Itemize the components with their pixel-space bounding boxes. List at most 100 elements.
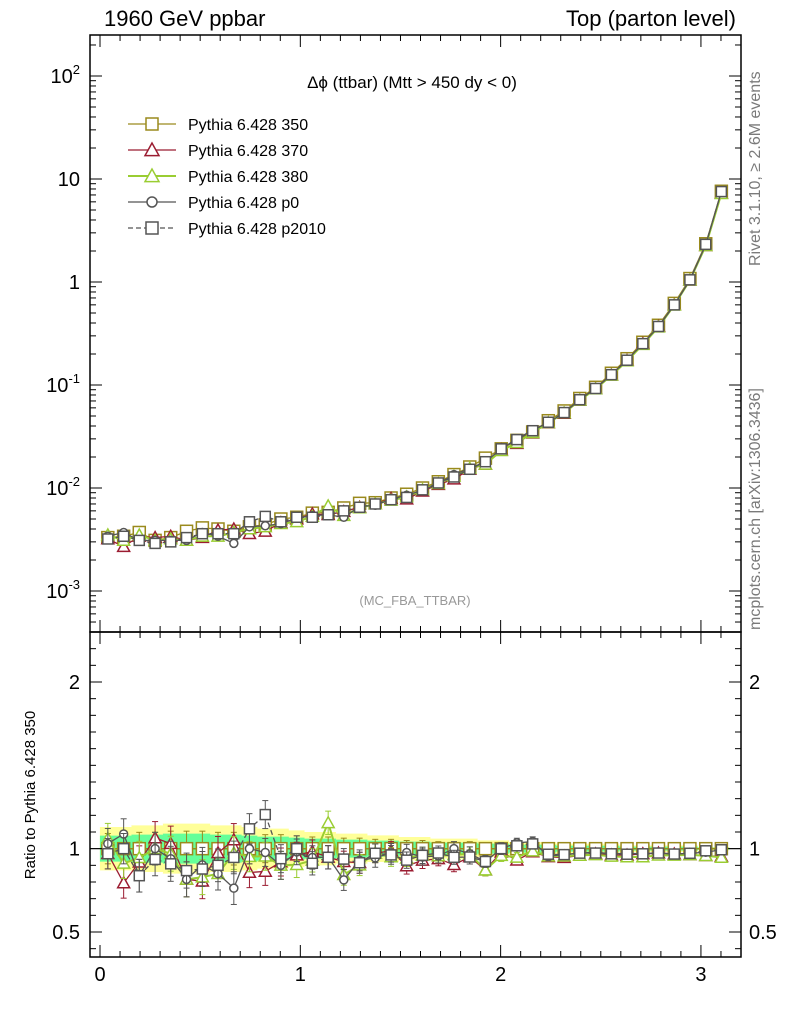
ratio-point (637, 848, 649, 860)
ratio-point (306, 857, 319, 870)
data-point (637, 337, 649, 350)
data-point (574, 393, 586, 406)
legend-entry: Pythia 6.428 370 (128, 141, 308, 160)
data-point (416, 484, 429, 496)
ratio-point (526, 838, 539, 850)
main-panel: 10-3 10-2 10-1 1 10 102 Δϕ (ttbar) (Mtt > 450… (46, 34, 742, 633)
ratio-line (106, 819, 722, 881)
chart-title: Δϕ (ttbar) (Mtt > 450 dy < 0) (307, 73, 517, 92)
ratio-point (558, 848, 570, 861)
ratio-point (164, 858, 177, 870)
ratio-point (257, 863, 273, 877)
data-point (149, 537, 161, 550)
ratio-point (338, 853, 350, 865)
y-tick-label: 10-2 (46, 474, 80, 500)
data-point (526, 424, 539, 437)
series-3 (103, 186, 727, 549)
series-4 (102, 185, 728, 550)
series-line (107, 193, 723, 542)
data-point (259, 510, 272, 523)
ratio-point (353, 857, 366, 869)
ratio-y-tick-label: 1 (69, 839, 80, 861)
x-tick-label: 2 (495, 964, 506, 986)
data-point (652, 320, 665, 333)
ratio-point (715, 844, 728, 856)
data-point (322, 509, 334, 521)
ratio-y-tick-label-right: 2 (749, 672, 760, 694)
data-point (116, 539, 131, 553)
ratio-point (117, 842, 130, 855)
ratio-point (196, 863, 209, 875)
data-point (369, 498, 381, 510)
data-point (684, 274, 696, 286)
legend-entry: Pythia 6.428 p0 (128, 195, 299, 212)
ratio-point (652, 847, 665, 859)
ratio-point (479, 855, 492, 868)
ratio-y-tick-label-right: 1 (749, 839, 760, 861)
ratio-point (589, 847, 602, 859)
data-point (495, 443, 507, 455)
data-point (479, 455, 492, 468)
data-point (212, 527, 224, 540)
legend-label: Pythia 6.428 p2010 (188, 221, 326, 238)
data-point (699, 238, 712, 251)
y-tick-label: 10-3 (46, 577, 80, 603)
ratio-point (699, 845, 712, 857)
data-point (338, 505, 350, 517)
ratio-line (107, 813, 722, 877)
data-point (229, 538, 239, 549)
ratio-point (432, 847, 445, 859)
ratio-point (133, 869, 146, 882)
ratio-series-4 (102, 800, 728, 893)
legend-marker (143, 167, 161, 183)
ratio-point (385, 849, 397, 861)
legend-marker (145, 221, 159, 235)
ratio-point (509, 849, 525, 863)
ratio-y-tick-label: 0.5 (52, 922, 80, 944)
ratio-y-axis-label: Ratio to Pythia 6.428 350 (22, 711, 39, 879)
ratio-point (244, 843, 255, 854)
data-point (464, 463, 476, 476)
y-tick-label: 10-1 (46, 371, 80, 397)
main-series-group (100, 184, 729, 553)
data-point (306, 511, 319, 524)
data-point (385, 493, 397, 506)
ratio-point (116, 875, 131, 889)
ratio-point (511, 840, 523, 852)
series-1 (100, 185, 729, 553)
series-line (107, 191, 722, 545)
data-point (275, 516, 287, 528)
ratio-point (668, 848, 681, 860)
legend-label: Pythia 6.428 380 (188, 169, 308, 186)
data-point (715, 185, 728, 198)
ratio-point (369, 847, 381, 860)
data-point (448, 471, 460, 483)
header-left: 1960 GeV ppbar (104, 6, 266, 31)
x-tick-label: 1 (295, 964, 306, 986)
data-point (260, 521, 271, 531)
ratio-point (275, 852, 287, 865)
legend-marker (145, 117, 159, 131)
data-point (164, 536, 177, 548)
data-point (432, 477, 445, 489)
ratio-point (542, 848, 555, 860)
legend-marker (146, 196, 158, 208)
ratio-point (259, 808, 272, 821)
ratio-point (228, 851, 240, 864)
legend-entry: Pythia 6.428 380 (128, 167, 308, 186)
data-point (180, 531, 193, 544)
x-tick-label: 3 (695, 964, 706, 986)
data-point (558, 406, 570, 419)
ratio-point (320, 815, 336, 829)
ratio-point (464, 851, 476, 863)
ratio-point (229, 883, 239, 893)
header-right: Top (parton level) (566, 6, 736, 31)
ratio-point (621, 848, 633, 860)
data-point (117, 530, 130, 543)
data-point (605, 368, 618, 381)
data-point (228, 527, 240, 540)
ratio-point (290, 842, 303, 855)
legend-label: Pythia 6.428 350 (188, 117, 308, 134)
data-point (400, 491, 413, 504)
